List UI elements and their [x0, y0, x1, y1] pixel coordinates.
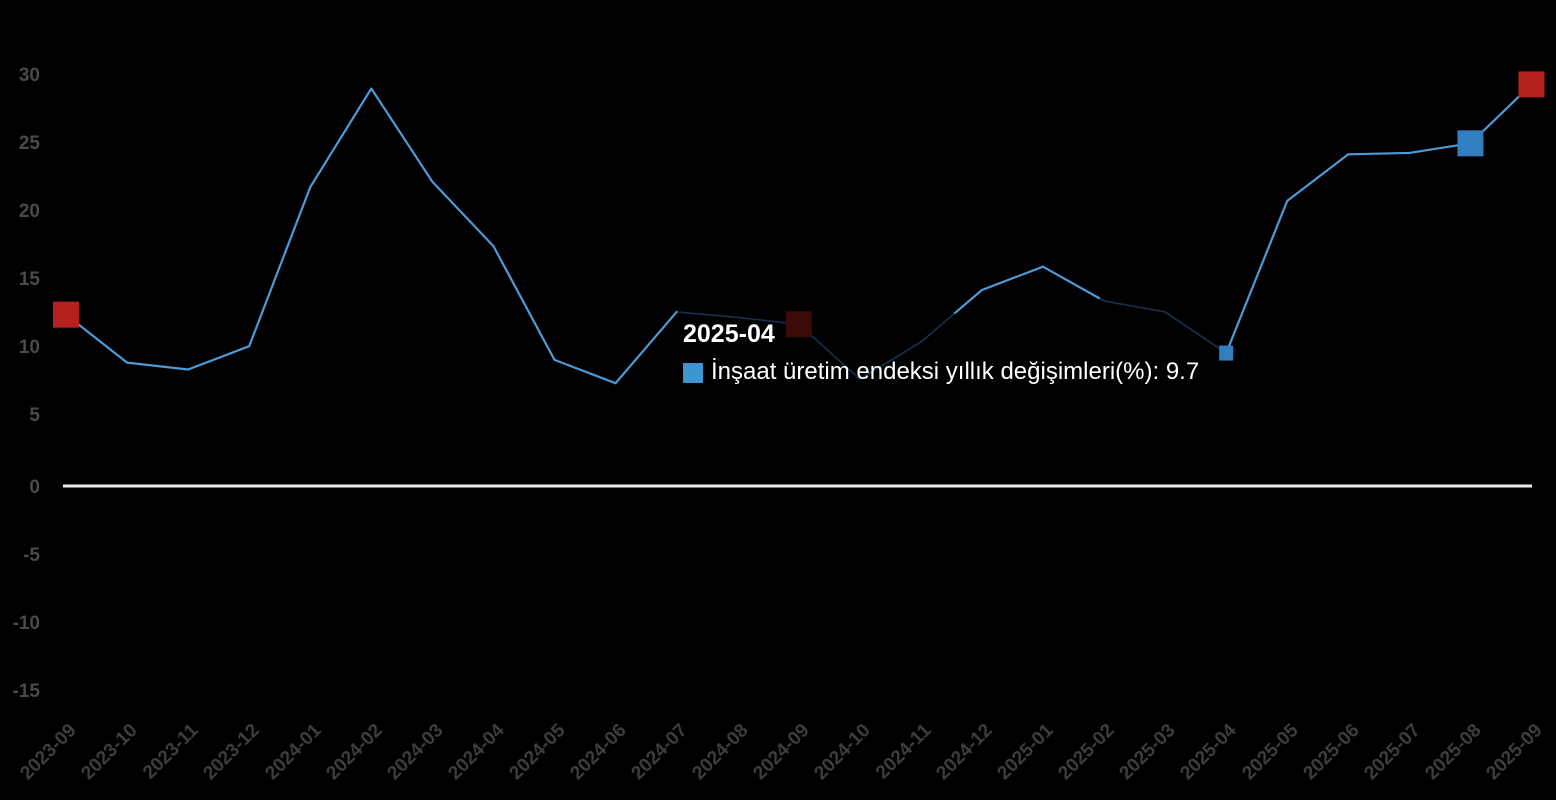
svg-text:-5: -5 — [23, 545, 40, 566]
svg-text:10: 10 — [19, 337, 40, 358]
svg-text:0: 0 — [29, 477, 40, 498]
svg-text:-15: -15 — [13, 681, 41, 702]
svg-text:5: 5 — [29, 405, 40, 426]
svg-text:20: 20 — [19, 201, 40, 222]
svg-text:30: 30 — [19, 65, 40, 86]
svg-text:25: 25 — [19, 133, 41, 154]
svg-text:15: 15 — [19, 269, 41, 290]
svg-text:-10: -10 — [13, 613, 40, 634]
